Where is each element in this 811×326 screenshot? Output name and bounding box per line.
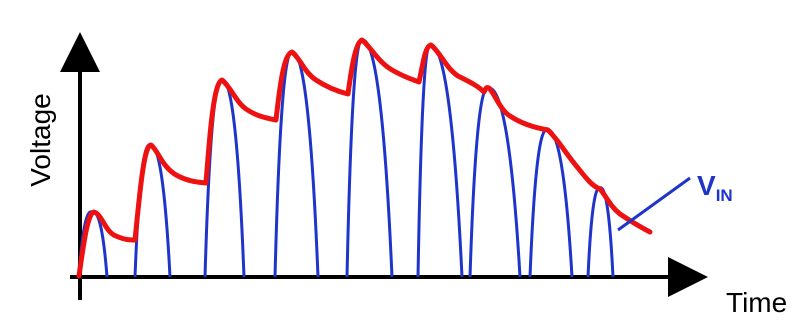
vin-label: VIN bbox=[697, 170, 733, 205]
vin-label-sub: IN bbox=[716, 186, 733, 205]
y-axis-label: Voltage bbox=[25, 93, 56, 186]
vin-pointer-line bbox=[617, 176, 691, 232]
pulse-6 bbox=[416, 43, 464, 278]
x-axis-label: Time bbox=[726, 287, 787, 318]
pulse-5 bbox=[345, 38, 394, 278]
envelope-curve bbox=[76, 37, 653, 279]
vin-label-main: V bbox=[697, 170, 716, 201]
